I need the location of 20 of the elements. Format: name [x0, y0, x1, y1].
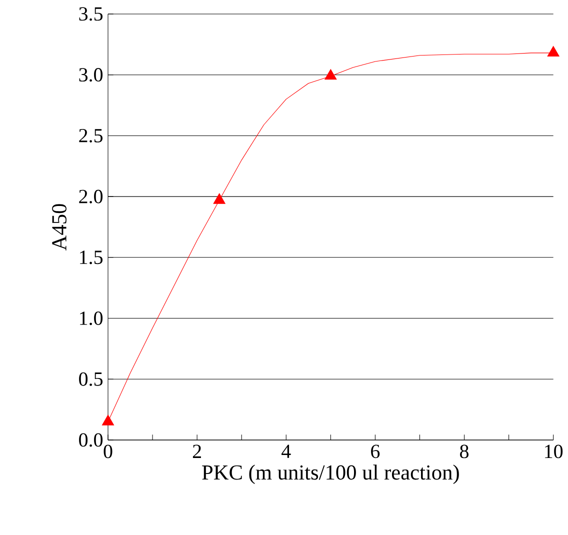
point — [102, 414, 114, 426]
y-tick-label: 3.0 — [79, 68, 103, 82]
point — [213, 193, 226, 204]
x-tick-label: 0 — [104, 444, 112, 458]
y-tick-label: 3.5 — [79, 7, 103, 21]
y-tick-label: 0.5 — [79, 372, 103, 386]
y-axis-title: A450 — [52, 204, 66, 250]
y-tick-label: 2.0 — [79, 190, 103, 204]
x-tick-label: 8 — [460, 444, 469, 458]
point — [547, 46, 560, 57]
x-tick-label: 4 — [282, 444, 291, 458]
y-tick-label: 1.5 — [80, 250, 103, 264]
y-tick-label: 0.0 — [79, 433, 103, 447]
y-tick-label: 2.5 — [79, 128, 103, 142]
y-tick-label: 1.0 — [80, 311, 103, 326]
x-tick-label: 2 — [192, 444, 201, 458]
x-tick-label: 6 — [371, 444, 380, 458]
x-axis-title: PKC (m units/100 ul reaction) — [202, 464, 459, 484]
x-tick-label: 10 — [545, 444, 563, 458]
point — [324, 69, 337, 80]
